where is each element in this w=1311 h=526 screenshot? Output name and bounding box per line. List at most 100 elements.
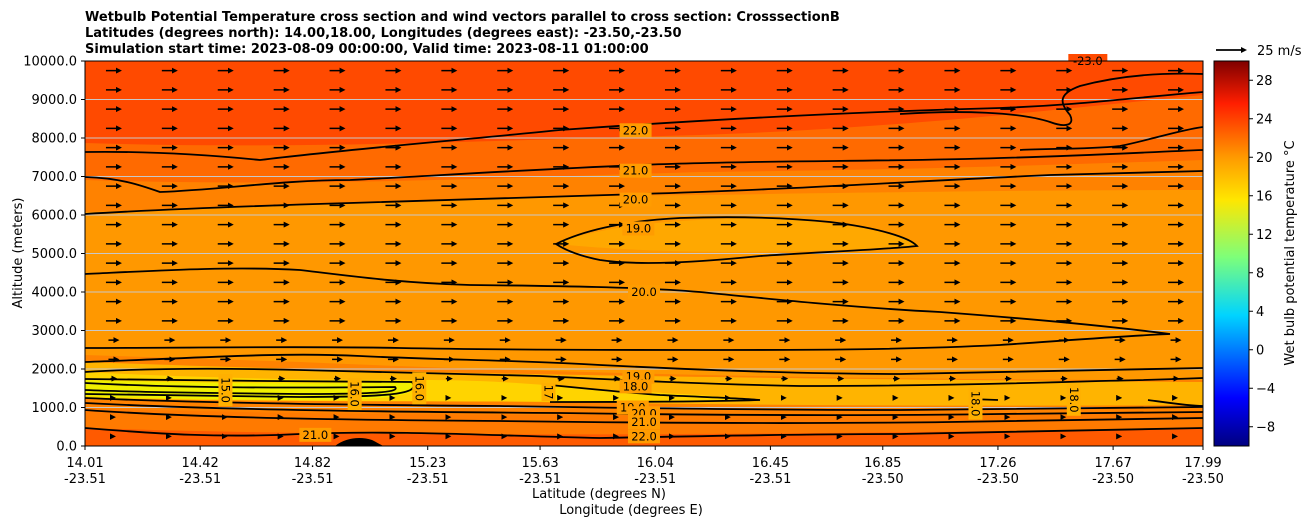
y-axis-label: Altitude (meters) xyxy=(11,198,26,309)
x-tick-lat-7: 16.85 xyxy=(864,456,901,471)
x-tick-lon-9: -23.50 xyxy=(1092,472,1134,487)
contour-label-bg xyxy=(412,372,427,405)
x-tick-lon-0: -23.51 xyxy=(64,472,106,487)
contour-18-right xyxy=(1147,399,1203,407)
x-tick-lon-1: -23.51 xyxy=(179,472,221,487)
x-tick-lat-10: 17.99 xyxy=(1184,456,1221,471)
contour-label-text: 18.0 xyxy=(968,391,982,417)
contour-label-10: 22.0 xyxy=(628,429,660,444)
colorbar-tick-label-4: 8 xyxy=(1256,266,1264,281)
x-tick-lon-3: -23.51 xyxy=(407,472,449,487)
x-tick-lon-10: -23.50 xyxy=(1182,472,1224,487)
y-tick-label-2: 2000.0 xyxy=(32,363,78,378)
contour-label-16: 18.0 xyxy=(968,387,983,420)
contour-label-text: 17 xyxy=(541,385,555,400)
x-tick-lon-8: -23.50 xyxy=(977,472,1019,487)
x-tick-lon-2: -23.51 xyxy=(292,472,334,487)
contour-label-bg xyxy=(347,378,362,411)
contour-21 xyxy=(85,149,1203,193)
contour-label-text: 22.0 xyxy=(631,429,657,443)
y-tick-label-0: 0.0 xyxy=(56,440,77,455)
contour-label-bg xyxy=(628,429,660,444)
contour-label-3: 19.0 xyxy=(622,221,655,236)
x-tick-lat-2: 14.82 xyxy=(294,456,331,471)
contour-label-14: 16.0 xyxy=(412,372,427,405)
contour-label-text: 16.0 xyxy=(348,381,362,407)
contour-label-bg xyxy=(968,387,983,420)
contour-label-13: 16.0 xyxy=(347,378,362,411)
contour-label-text: 21.0 xyxy=(303,428,329,442)
terrain-hill xyxy=(335,438,385,446)
colorbar-tick-label-5: 12 xyxy=(1256,228,1273,243)
x-tick-lat-6: 16.45 xyxy=(752,456,789,471)
contour-label-text: 21.0 xyxy=(623,164,649,178)
contour-label-bg xyxy=(218,374,233,407)
colorbar xyxy=(1213,60,1250,447)
wind-vectors xyxy=(105,67,1185,440)
contour-label-text: 22.0 xyxy=(623,123,649,137)
contour-label-bg xyxy=(541,383,556,402)
x-tick-lon-6: -23.51 xyxy=(749,472,791,487)
contour-22-right xyxy=(1019,126,1203,151)
x-tick-lon-4: -23.51 xyxy=(519,472,561,487)
colorbar-ticks: −8 −4 0 4 8 12 16 20 24 28 xyxy=(1249,74,1275,435)
contour-label-1: 21.0 xyxy=(619,163,652,178)
contour-label-text: 21.0 xyxy=(631,415,657,429)
colorbar-tick-label-9: 28 xyxy=(1256,74,1273,89)
colorbar-tick-label-1: −4 xyxy=(1256,382,1275,397)
y-tick-label-3: 3000.0 xyxy=(32,324,78,339)
contour-20-mid xyxy=(85,267,1171,351)
y-tick-label-1: 1000.0 xyxy=(32,401,78,416)
contour-label-2: 20.0 xyxy=(619,192,652,207)
y-tick-label-7: 7000.0 xyxy=(32,170,78,185)
x-axis-label: Latitude (degrees N) xyxy=(532,487,666,502)
x-tick-lat-8: 17.26 xyxy=(979,456,1016,471)
chart-title-line-3: Simulation start time: 2023-08-09 00:00:… xyxy=(85,42,649,57)
contour-22-low xyxy=(85,427,1203,439)
chart-title-line-1: Wetbulb Potential Temperature cross sect… xyxy=(85,10,840,25)
y-axis: 0.0 1000.0 2000.0 3000.0 4000.0 5000.0 6000.0 7… xyxy=(23,55,85,455)
colorbar-label: Wet bulb potential temperature °C xyxy=(1283,140,1298,365)
contour-label-bg xyxy=(619,123,652,138)
contour-19-blob xyxy=(554,216,919,264)
contour-label-text: 20.0 xyxy=(631,285,657,299)
contour-label-11: 21.0 xyxy=(299,427,332,442)
x-tick-lat-0: 14.01 xyxy=(66,456,103,471)
colorbar-tick-label-8: 24 xyxy=(1256,112,1273,127)
colorbar-tick-label-3: 4 xyxy=(1256,305,1264,320)
contour-23-loop xyxy=(899,72,1203,126)
contour-label-text: 18.0 xyxy=(1067,387,1081,413)
contour-19-low xyxy=(85,353,1203,375)
colorbar-tick-label-0: −8 xyxy=(1256,420,1275,435)
colorbar-tick-label-7: 20 xyxy=(1256,151,1273,166)
contour-label-6: 18.0 xyxy=(619,379,652,394)
contour-label-bg xyxy=(299,427,332,442)
contour-20-low xyxy=(85,402,1203,416)
x-axis-label-2: Longitude (degrees E) xyxy=(559,503,703,518)
x-tick-lat-4: 15.63 xyxy=(521,456,558,471)
x-tick-lat-3: 15.23 xyxy=(409,456,446,471)
contour-label-text: 15.0 xyxy=(218,377,232,403)
chart-title-line-2: Latitudes (degrees north): 14.00,18.00, … xyxy=(85,26,682,41)
colorbar-tick-label-2: 0 xyxy=(1256,343,1264,358)
contour-16 xyxy=(85,382,397,395)
contour-label-text: 18.0 xyxy=(623,379,649,393)
contour-label-12: 15.0 xyxy=(218,374,233,407)
x-tick-lat-9: 17.67 xyxy=(1095,456,1132,471)
y-tick-label-8: 8000.0 xyxy=(32,132,78,147)
contour-label-bg xyxy=(619,379,652,394)
contour-21-low xyxy=(85,409,1203,424)
x-axis: 14.01-23.5114.42-23.5114.82-23.5115.23-2… xyxy=(64,446,1224,487)
y-tick-label-9: 9000.0 xyxy=(32,93,78,108)
contour-label-text: 19.0 xyxy=(626,221,652,235)
contour-label-bg xyxy=(1066,383,1081,416)
contour-lines xyxy=(85,72,1203,439)
colorbar-tick-label-6: 16 xyxy=(1256,189,1273,204)
y-tick-label-10: 10000.0 xyxy=(23,55,77,70)
contour-label-bg xyxy=(622,221,655,236)
contour-label-9: 21.0 xyxy=(628,415,660,430)
y-tick-label-6: 6000.0 xyxy=(32,209,78,224)
x-tick-lon-7: -23.50 xyxy=(862,472,904,487)
y-tick-label-4: 4000.0 xyxy=(32,286,78,301)
